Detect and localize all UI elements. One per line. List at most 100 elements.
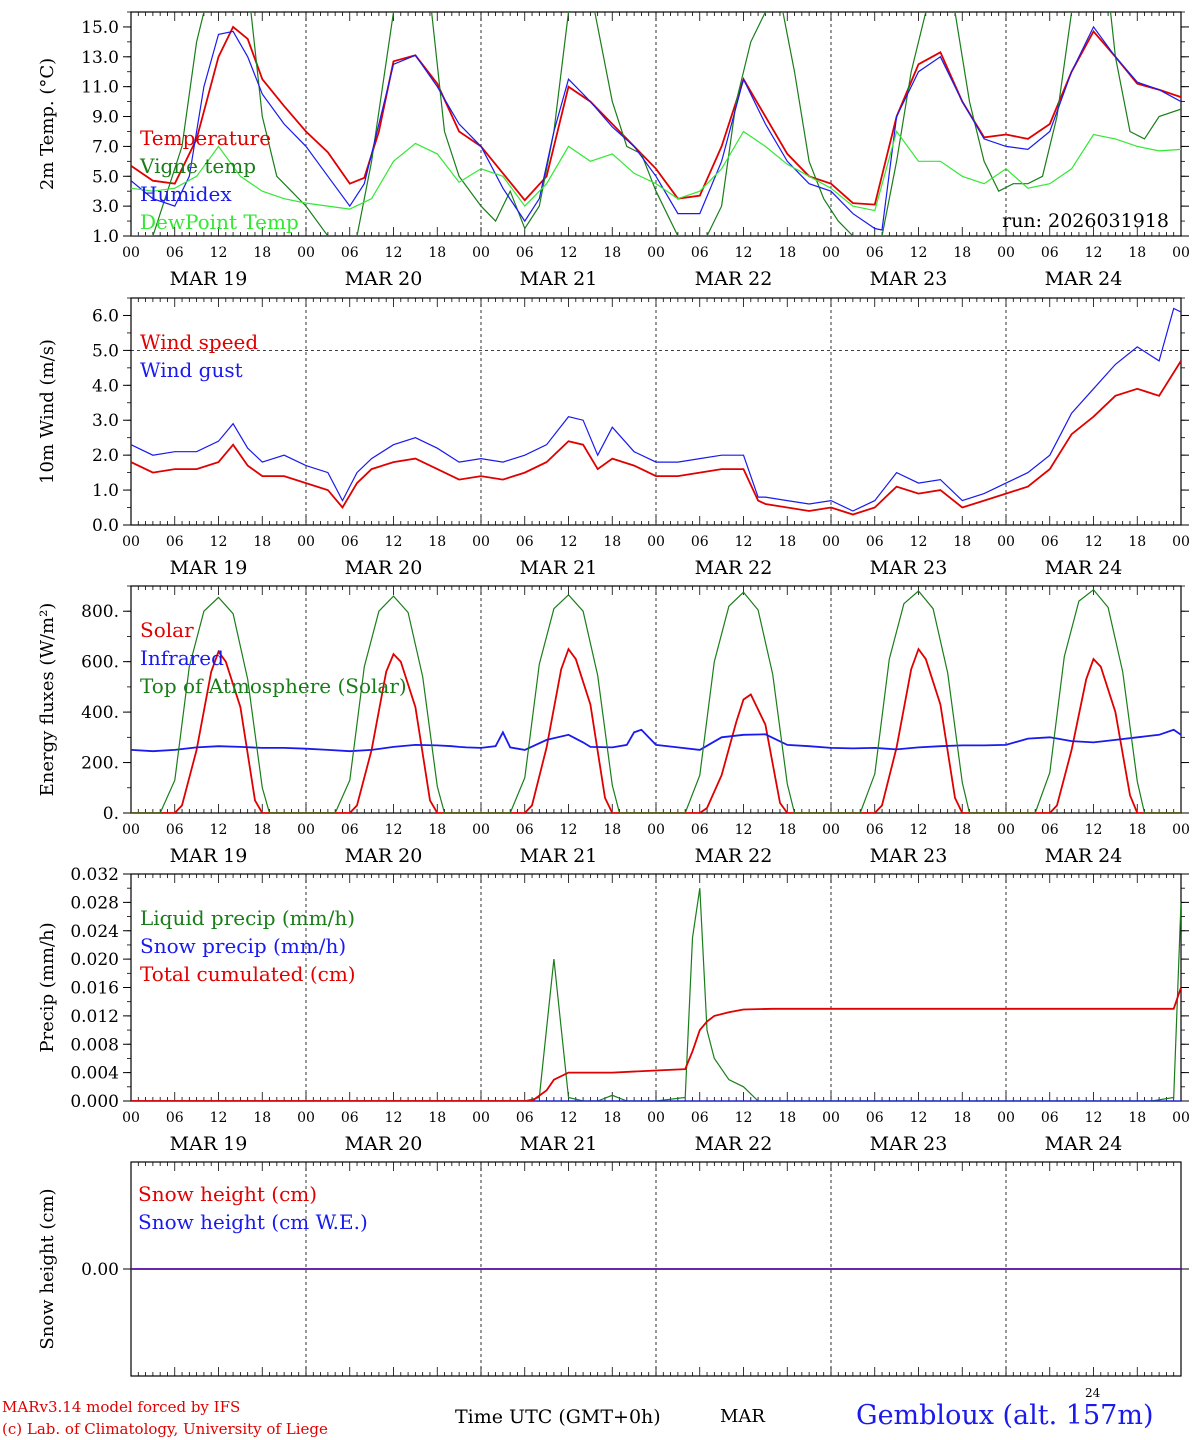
y-tick-label: 800. (81, 602, 119, 622)
x-tick-label: 06 (866, 245, 884, 261)
series-line-wind-speed (131, 360, 1181, 516)
x-tick-label: 12 (910, 245, 928, 261)
x-tick-label: 00 (297, 245, 315, 261)
legend-entry: Solar (140, 618, 194, 642)
legend-entry: Snow height (cm) (138, 1182, 317, 1206)
x-tick-label: 06 (866, 822, 884, 838)
legend-entry: Liquid precip (mm/h) (140, 906, 355, 930)
x-tick-label: 12 (210, 1110, 228, 1126)
x-tick-label: 06 (516, 822, 534, 838)
day-label: MAR 22 (695, 1133, 773, 1155)
x-tick-label: 06 (341, 245, 359, 261)
model-credit: MARv3.14 model forced by IFS (2, 1398, 241, 1416)
legend-entry: Wind gust (140, 358, 243, 382)
y-tick-label: 5.0 (92, 341, 119, 361)
x-tick-label: 06 (166, 534, 184, 550)
y-tick-label: 11.0 (81, 78, 119, 98)
y-tick-label: 0.032 (70, 865, 119, 885)
x-tick-label: 00 (1172, 245, 1190, 261)
x-tick-label: 18 (253, 534, 271, 550)
panel-temp: 00 06 12 18 00 06 12 18 00 06 12 18 00 06 12 18 00 06 12 18… (37, 11, 1190, 290)
y-tick-label: 200. (81, 754, 119, 774)
x-tick-label: 18 (603, 534, 621, 550)
legend-entry: Snow precip (mm/h) (140, 934, 346, 958)
x-tick-label: 00 (1172, 822, 1190, 838)
legend-entry: DewPoint Temp (140, 210, 299, 234)
x-tick-label: 06 (516, 534, 534, 550)
x-tick-label: 18 (953, 1110, 971, 1126)
day-small-label: 24 (1085, 1386, 1101, 1400)
day-label: MAR 24 (1045, 557, 1123, 579)
legend-entry: Wind speed (140, 330, 258, 354)
time-axis-label: Time UTC (GMT+0h) (455, 1406, 661, 1428)
x-tick-label: 00 (122, 534, 140, 550)
y-tick-label: 0.028 (70, 893, 119, 913)
legend-entry: Temperature (140, 126, 271, 150)
series-line-total-cumulated-cm- (131, 987, 1181, 1101)
legend-entry: Infrared (140, 646, 224, 670)
x-tick-label: 00 (997, 822, 1015, 838)
y-tick-label: 0.012 (70, 1007, 119, 1027)
y-tick-label: 4.0 (92, 376, 119, 396)
x-tick-label: 12 (1085, 245, 1103, 261)
y-tick-label: 0. (103, 804, 119, 824)
run-annotation: run: 2026031918 (1002, 210, 1169, 232)
x-tick-label: 00 (822, 534, 840, 550)
y-tick-label: 13.0 (81, 48, 119, 68)
x-tick-label: 12 (210, 822, 228, 838)
y-tick-label: 1.0 (92, 481, 119, 501)
series-group (131, 888, 1181, 1101)
x-tick-label: 00 (122, 245, 140, 261)
x-tick-label: 00 (822, 1110, 840, 1126)
day-label: MAR 19 (170, 1133, 248, 1155)
x-tick-label: 18 (778, 1110, 796, 1126)
y-tick-label: 6.0 (92, 306, 119, 326)
x-tick-label: 00 (472, 245, 490, 261)
y-tick-label: 0.024 (70, 922, 119, 942)
x-tick-label: 06 (516, 245, 534, 261)
x-tick-label: 00 (822, 245, 840, 261)
day-label: MAR 24 (1045, 845, 1123, 867)
x-tick-label: 06 (1041, 1110, 1059, 1126)
y-tick-label: 7.0 (92, 137, 119, 157)
y-tick-label: 1.0 (92, 227, 119, 247)
series-group (131, 307, 1181, 516)
x-tick-label: 18 (778, 822, 796, 838)
x-tick-label: 12 (210, 534, 228, 550)
series-group (131, 12, 1181, 236)
x-tick-label: 00 (1172, 1110, 1190, 1126)
x-tick-label: 00 (997, 1110, 1015, 1126)
x-tick-label: 06 (691, 1110, 709, 1126)
day-label: MAR 19 (170, 268, 248, 290)
y-axis-label: Energy fluxes (W/m²) (37, 603, 58, 797)
x-tick-label: 12 (1085, 534, 1103, 550)
y-tick-label: 15.0 (81, 18, 119, 38)
x-tick-label: 00 (297, 1110, 315, 1126)
day-label: MAR 23 (870, 557, 948, 579)
x-tick-label: 18 (778, 245, 796, 261)
x-tick-label: 06 (866, 534, 884, 550)
meteogram-chart: 00 06 12 18 00 06 12 18 00 06 12 18 00 06 12 18 00 06 12 18… (37, 11, 1190, 1377)
x-tick-label: 18 (253, 1110, 271, 1126)
x-tick-label: 12 (560, 534, 578, 550)
x-tick-label: 12 (385, 1110, 403, 1126)
day-label: MAR 21 (520, 268, 598, 290)
x-tick-label: 06 (866, 1110, 884, 1126)
x-tick-label: 18 (1128, 534, 1146, 550)
series-line-dewpoint-temp (131, 130, 1181, 212)
x-tick-label: 06 (1041, 534, 1059, 550)
panel-snow: 0.00 Snow height (cm) Snow height (cm) Snow… (37, 1161, 1189, 1377)
x-tick-label: 00 (472, 534, 490, 550)
y-tick-label: 0.008 (70, 1035, 119, 1055)
series-line-wind-gust (131, 307, 1181, 512)
x-tick-label: 18 (428, 534, 446, 550)
y-tick-label: 3.0 (92, 197, 119, 217)
day-label: MAR 20 (345, 845, 423, 867)
legend-entry: Snow height (cm W.E.) (138, 1210, 368, 1234)
x-tick-label: 06 (1041, 822, 1059, 838)
x-tick-label: 18 (428, 245, 446, 261)
x-tick-label: 06 (516, 1110, 534, 1126)
y-axis-label: 10m Wind (m/s) (37, 339, 58, 484)
day-label: MAR 21 (520, 1133, 598, 1155)
x-tick-label: 18 (253, 822, 271, 838)
